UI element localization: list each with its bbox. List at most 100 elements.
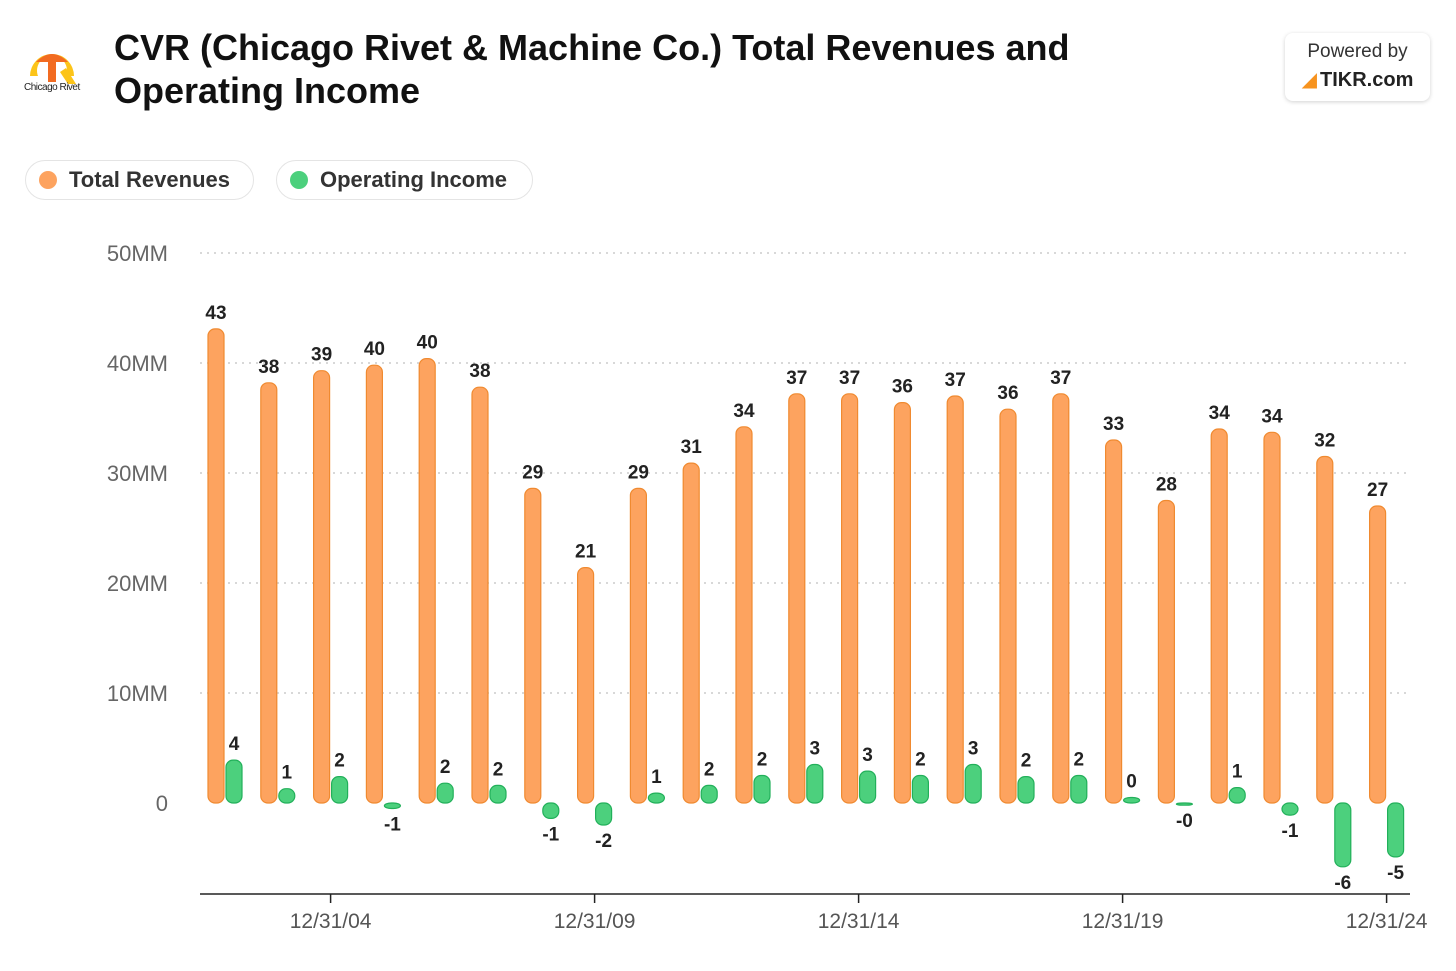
legend-dot-income — [290, 171, 308, 189]
legend-dot-revenue — [39, 171, 57, 189]
tikr-logo-icon: ◢ — [1301, 69, 1318, 91]
operating-income-bar — [964, 763, 982, 804]
income-data-label: 4 — [229, 734, 240, 755]
income-data-label: 0 — [1126, 772, 1137, 793]
operating-income-bar — [1281, 802, 1299, 816]
legend-item-operating-income[interactable]: Operating Income — [276, 160, 533, 200]
revenue-data-label: 34 — [1209, 403, 1231, 424]
x-tick-label: 12/31/09 — [554, 910, 636, 933]
revenue-bar — [418, 358, 436, 804]
income-data-label: 2 — [1074, 750, 1085, 771]
revenue-data-label: 34 — [1261, 406, 1283, 427]
income-data-label: -2 — [595, 831, 612, 852]
operating-income-bar — [753, 774, 771, 804]
revenue-data-label: 39 — [311, 345, 332, 366]
revenue-bar — [629, 487, 648, 804]
revenue-bar — [1263, 431, 1281, 804]
income-data-label: 2 — [915, 750, 926, 771]
revenue-data-label: 33 — [1103, 414, 1124, 435]
revenue-bar — [735, 426, 753, 804]
income-data-label: 3 — [862, 745, 873, 766]
revenue-data-label: 38 — [258, 357, 279, 378]
x-tick-label: 12/31/19 — [1082, 910, 1164, 933]
revenue-bar — [999, 408, 1017, 804]
chicago-rivet-logo — [22, 38, 86, 98]
income-data-label: 3 — [810, 739, 821, 760]
income-data-label: -5 — [1387, 863, 1404, 884]
y-tick-label: 50MM — [107, 241, 168, 266]
revenue-bar — [893, 402, 912, 804]
chart-title: CVR (Chicago Rivet & Machine Co.) Total … — [114, 27, 1070, 111]
revenue-data-label: 34 — [733, 401, 755, 422]
operating-income-bar — [858, 770, 877, 804]
operating-income-bar — [1386, 802, 1405, 858]
revenue-bar — [1157, 499, 1176, 804]
revenue-bar — [207, 328, 225, 804]
revenue-data-label: 40 — [417, 333, 438, 354]
y-tick-label: 40MM — [107, 351, 168, 376]
powered-by-badge[interactable]: Powered by ◢ TIKR.com — [1285, 33, 1430, 101]
operating-income-bar — [278, 788, 296, 804]
revenue-bar — [682, 462, 700, 804]
income-data-label: -0 — [1176, 811, 1193, 832]
revenue-bar — [946, 395, 964, 804]
revenue-data-label: 43 — [205, 303, 226, 324]
revenue-data-label: 37 — [1050, 368, 1071, 389]
income-data-label: -1 — [542, 824, 559, 845]
y-tick-label: 10MM — [107, 681, 168, 706]
income-data-label: 2 — [704, 759, 715, 780]
revenue-bar — [1368, 505, 1387, 804]
income-data-label: -6 — [1334, 873, 1351, 894]
operating-income-bar — [1334, 802, 1352, 868]
revenue-bar — [1210, 428, 1228, 804]
revenue-bar — [471, 386, 489, 804]
operating-income-bar — [911, 774, 930, 804]
revenue-bar — [840, 393, 859, 804]
income-data-label: 3 — [968, 739, 979, 760]
operating-income-bar — [700, 784, 718, 804]
operating-income-bar — [1017, 775, 1035, 804]
legend-item-total-revenues[interactable]: Total Revenues — [25, 160, 254, 200]
operating-income-bar — [1122, 796, 1141, 804]
income-data-label: 1 — [1232, 762, 1243, 783]
tikr-brand: TIKR.com — [1320, 69, 1414, 91]
revenue-data-label: 36 — [892, 377, 913, 398]
operating-income-bar — [542, 802, 560, 819]
income-data-label: 1 — [651, 767, 662, 788]
income-data-label: 2 — [757, 750, 768, 771]
operating-income-bar — [1175, 802, 1194, 806]
operating-income-bar — [436, 782, 454, 804]
operating-income-bar — [1070, 774, 1088, 804]
revenue-bar — [1104, 439, 1123, 804]
revenue-bar — [1052, 393, 1070, 804]
revenue-bar — [576, 566, 595, 804]
revenue-data-label: 31 — [681, 437, 703, 458]
y-tick-label: 30MM — [107, 461, 168, 486]
operating-income-bar — [594, 802, 613, 826]
powered-by-label: Powered by — [1307, 41, 1408, 62]
y-tick-label: 0 — [156, 791, 168, 816]
x-tick-label: 12/31/24 — [1346, 910, 1428, 933]
revenue-data-label: 27 — [1367, 480, 1388, 501]
income-data-label: 2 — [440, 757, 451, 778]
revenue-bar — [1316, 455, 1334, 804]
operating-income-bar — [489, 784, 507, 804]
revenue-data-label: 28 — [1156, 475, 1177, 496]
revenue-data-label: 29 — [628, 462, 649, 483]
legend-label: Total Revenues — [69, 167, 230, 192]
revenue-data-label: 36 — [997, 383, 1018, 404]
income-data-label: 2 — [334, 751, 345, 772]
operating-income-bar — [383, 802, 401, 810]
income-data-label: 1 — [282, 763, 293, 784]
income-data-label: 2 — [1021, 751, 1032, 772]
income-data-label: -1 — [1282, 821, 1299, 842]
revenue-bar — [260, 382, 278, 804]
revenue-bar — [788, 393, 806, 804]
revenue-bar — [313, 370, 331, 804]
revenue-bar — [365, 364, 383, 804]
revenue-data-label: 37 — [945, 370, 966, 391]
operating-income-bar — [1228, 786, 1246, 804]
revenue-bar — [524, 487, 542, 804]
x-tick-label: 12/31/14 — [818, 910, 900, 933]
